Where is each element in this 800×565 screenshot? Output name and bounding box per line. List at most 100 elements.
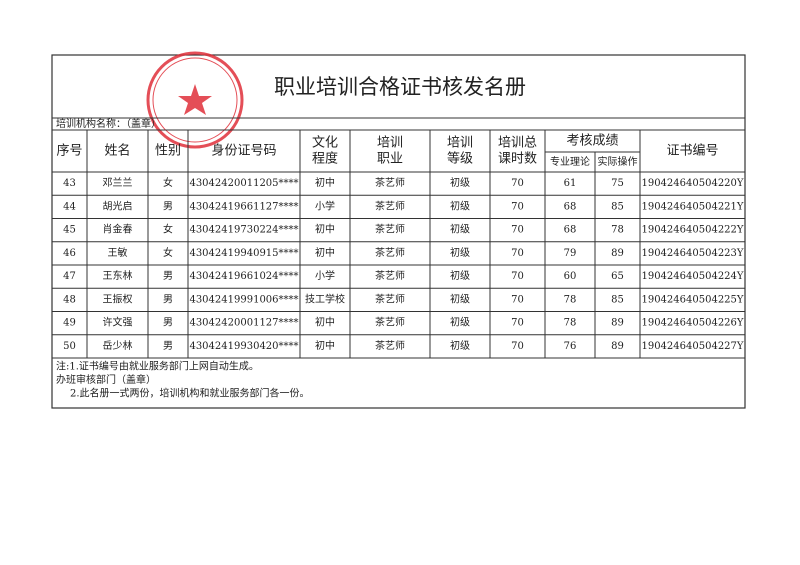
cell: 初中 [315,223,335,236]
header-cell: 姓名 [104,143,130,159]
cell: 茶艺师 [375,246,405,259]
cell: 61 [564,178,577,189]
header-subcell: 专业理论 [550,155,590,168]
cell: 70 [511,341,524,352]
header-cell: 课时数 [498,152,537,167]
cell: 男 [163,317,173,329]
seal-inner-ring [152,57,238,143]
cell: 190424640504220Y [641,178,743,189]
cell: 王振权 [103,292,133,305]
cell: 初级 [450,339,470,352]
cell: 70 [511,294,524,305]
cell: 76 [564,341,577,352]
cell: 49 [63,318,76,329]
outer-border [51,54,746,409]
cell: 78 [564,294,577,305]
cell: 70 [511,318,524,329]
cell: 茶艺师 [375,292,405,305]
cell: 89 [611,341,624,352]
cell: 50 [63,341,76,352]
cell: 85 [611,201,624,212]
cell: 初级 [450,199,470,212]
header-cell: 文化 [312,136,338,151]
note: 办班审核部门（盖章） [56,373,156,386]
institution-label: 培训机构名称：（盖章） [56,117,161,130]
cell: 初级 [450,246,470,259]
cell: 47 [63,271,76,282]
cell: 43042419730224**** [189,225,298,236]
cell: 43042419661024**** [189,271,298,282]
cell: 初中 [315,316,335,329]
header-cell: 培训 [377,135,403,151]
cell: 许文强 [103,316,133,329]
cell: 78 [611,225,624,236]
cell: 男 [163,200,173,212]
cell: 89 [611,248,624,259]
header-cell: 性别 [155,144,181,159]
cell: 女 [163,176,173,189]
cell: 岳少林 [103,339,133,352]
cell: 70 [511,201,524,212]
cell: 43042420001127**** [189,318,298,329]
cell: 小学 [315,199,335,212]
seal [146,51,244,149]
cell: 43042419930420**** [189,341,298,352]
cell: 70 [511,225,524,236]
cell: 男 [163,340,173,352]
cell: 85 [611,294,624,305]
cell: 女 [163,223,173,236]
cell: 技工学校 [305,292,345,305]
cell: 70 [511,178,524,189]
cell: 43042420011205**** [189,178,298,189]
header-group: 考核成绩 [566,134,618,149]
cell: 48 [63,294,76,305]
cell: 43042419991006**** [189,294,298,305]
cell: 初中 [315,176,335,189]
cell: 89 [611,318,624,329]
cell: 190424640504222Y [641,225,743,236]
cell: 190424640504227Y [641,341,743,352]
cell: 茶艺师 [375,316,405,329]
cell: 初级 [450,176,470,189]
title: 职业培训合格证书核发名册 [274,75,526,99]
cell: 肖金春 [103,223,133,236]
header-cell: 序号 [56,144,82,159]
cell: 190424640504226Y [641,318,743,329]
header-subcell: 实际操作 [598,155,638,168]
cell: 43 [63,178,76,189]
cell: 男 [163,270,173,282]
cell: 75 [611,178,624,189]
cell: 邓兰兰 [103,176,133,189]
cell: 190424640504225Y [641,294,743,305]
header-cell: 身份证号码 [211,143,276,159]
cell: 190424640504224Y [641,271,743,282]
cell: 小学 [315,269,335,282]
cell: 茶艺师 [375,269,405,282]
cell: 70 [511,271,524,282]
cell: 46 [63,248,76,259]
cell: 茶艺师 [375,223,405,236]
cell: 初级 [450,223,470,236]
cell: 43042419940915**** [189,248,298,259]
cell: 68 [564,201,577,212]
cell: 男 [163,293,173,305]
cell: 65 [611,271,624,282]
cell: 初级 [450,316,470,329]
seal-star [178,84,212,115]
cell: 初级 [450,292,470,305]
cell: 茶艺师 [375,339,405,352]
header-cell: 程度 [312,151,338,167]
cell: 43042419661127**** [189,201,298,212]
header-cell: 证书编号 [666,144,718,159]
header-cell: 等级 [447,151,473,167]
cell: 初级 [450,269,470,282]
note: 2.此名册一式两份，培训机构和就业服务部门各一份。 [70,387,310,400]
cell: 胡光启 [103,199,133,212]
seal-ring [146,51,244,149]
cell: 190424640504223Y [641,248,743,259]
cell: 45 [63,225,76,236]
cell: 68 [564,225,577,236]
